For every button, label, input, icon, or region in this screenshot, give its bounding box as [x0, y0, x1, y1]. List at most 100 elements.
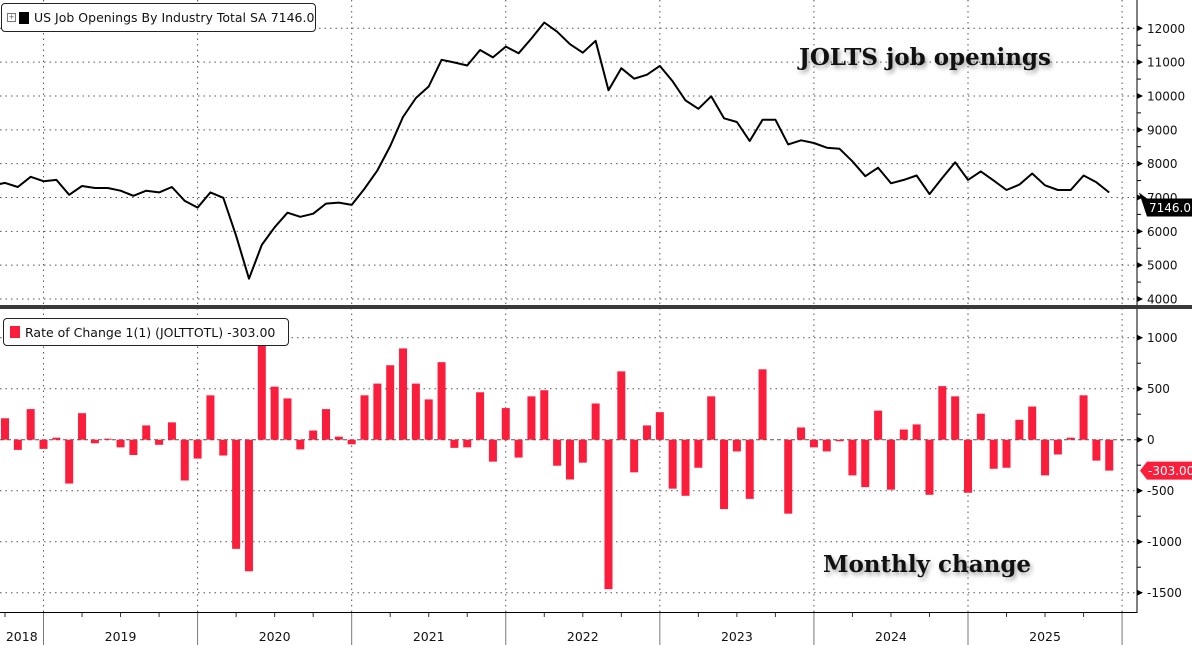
- y-tick-label: 0: [1147, 433, 1155, 447]
- change-bar: [501, 408, 510, 440]
- y-tick-marker: [1137, 436, 1143, 443]
- y-tick-label: 8000: [1147, 157, 1178, 171]
- y-tick-label: 5000: [1147, 259, 1178, 273]
- change-bar: [193, 439, 202, 459]
- change-bar: [1, 418, 9, 440]
- change-bar: [373, 383, 382, 440]
- change-bar: [437, 362, 446, 440]
- change-bar: [155, 439, 164, 445]
- legend-swatch-bar: [10, 326, 20, 338]
- y-tick-marker: [1137, 25, 1143, 32]
- y-tick-marker: [1137, 262, 1143, 269]
- change-bar: [720, 439, 729, 510]
- change-bar: [283, 398, 292, 440]
- change-bar: [989, 439, 998, 469]
- y-tick-marker: [1137, 194, 1143, 201]
- y-tick-label: -500: [1147, 484, 1174, 498]
- y-tick-marker: [1137, 334, 1143, 341]
- change-bar: [925, 439, 934, 495]
- change-bar: [630, 439, 639, 473]
- last-value-top: 7146.0: [1149, 201, 1191, 215]
- change-bar: [848, 439, 857, 476]
- change-bar: [540, 390, 549, 440]
- legend-bottom-label: Rate of Change 1(1) (JOLTTOTL) -303.00: [25, 324, 276, 340]
- annotation-bottom: Monthly change: [823, 551, 1032, 578]
- change-bar: [617, 371, 626, 440]
- change-bar: [784, 439, 793, 514]
- y-tick-marker: [1137, 487, 1143, 494]
- change-bar: [334, 436, 343, 440]
- y-tick-label: 12000: [1147, 22, 1185, 36]
- change-bar: [386, 365, 395, 440]
- change-bar: [951, 396, 960, 440]
- change-bar: [180, 439, 189, 481]
- change-bar: [488, 439, 497, 462]
- change-bar: [1015, 419, 1024, 440]
- change-bar: [219, 439, 228, 456]
- change-bar: [835, 439, 844, 442]
- year-label: 2024: [875, 629, 907, 644]
- change-bar: [65, 439, 74, 484]
- change-bar: [1053, 439, 1062, 455]
- panel-divider[interactable]: [0, 305, 1192, 309]
- change-bar: [655, 412, 664, 440]
- change-bar: [886, 439, 895, 490]
- y-tick-label: 10000: [1147, 89, 1185, 103]
- change-bar: [899, 429, 908, 440]
- change-bar: [13, 439, 22, 450]
- change-bar: [476, 392, 485, 440]
- year-label: 2018: [6, 629, 38, 644]
- change-bar: [142, 425, 151, 440]
- change-bar: [103, 438, 112, 440]
- top-panel-grid: [0, 27, 1137, 300]
- y-tick-marker: [1137, 228, 1143, 235]
- change-bar: [643, 425, 651, 440]
- last-value-labels: 7146.0 -303.00: [1139, 192, 1192, 480]
- change-bar: [514, 439, 523, 458]
- change-bar: [527, 396, 536, 440]
- y-tick-marker: [1137, 589, 1143, 596]
- change-bar: [257, 342, 266, 440]
- year-label: 2020: [259, 629, 291, 644]
- change-bar: [450, 439, 459, 448]
- change-bar: [578, 439, 587, 463]
- legend-bottom[interactable]: Rate of Change 1(1) (JOLTTOTL) -303.00: [3, 318, 289, 346]
- change-bar: [206, 395, 215, 440]
- change-bar: [912, 424, 921, 440]
- change-bar: [411, 383, 420, 440]
- y-tick-marker: [1137, 59, 1143, 66]
- change-bar: [463, 439, 472, 448]
- change-bar: [129, 439, 138, 455]
- change-bar: [270, 386, 279, 440]
- y-tick-label: 4000: [1147, 293, 1178, 307]
- change-bar: [604, 439, 613, 590]
- change-bar: [1079, 395, 1088, 440]
- y-tick-marker: [1137, 92, 1143, 99]
- y-tick-marker: [1137, 126, 1143, 133]
- change-bar: [732, 439, 741, 452]
- plus-box-icon[interactable]: +: [7, 13, 16, 22]
- change-bar: [1066, 437, 1075, 440]
- y-tick-label: 11000: [1147, 56, 1185, 70]
- year-label: 2022: [567, 629, 599, 644]
- last-value-badge-top: [1139, 192, 1192, 217]
- year-label: 2023: [721, 629, 753, 644]
- change-bar: [758, 369, 767, 440]
- y-tick-marker: [1137, 538, 1143, 545]
- change-bar: [296, 439, 305, 450]
- change-bar: [26, 409, 35, 440]
- legend-top[interactable]: + US Job Openings By Industry Total SA 7…: [1, 3, 316, 32]
- last-value-badge-bottom: [1140, 461, 1192, 480]
- change-bar: [668, 439, 677, 489]
- y-tick-label: 1000: [1147, 331, 1178, 345]
- y-tick-label: 6000: [1147, 225, 1178, 239]
- change-bar: [938, 386, 947, 440]
- change-bar: [116, 439, 125, 448]
- change-bar: [822, 439, 831, 452]
- change-bar: [347, 439, 356, 445]
- y-tick-label: -1500: [1147, 586, 1182, 600]
- change-bar: [232, 439, 241, 549]
- change-bar: [52, 437, 61, 440]
- change-bar: [976, 413, 985, 440]
- change-bar: [78, 413, 87, 440]
